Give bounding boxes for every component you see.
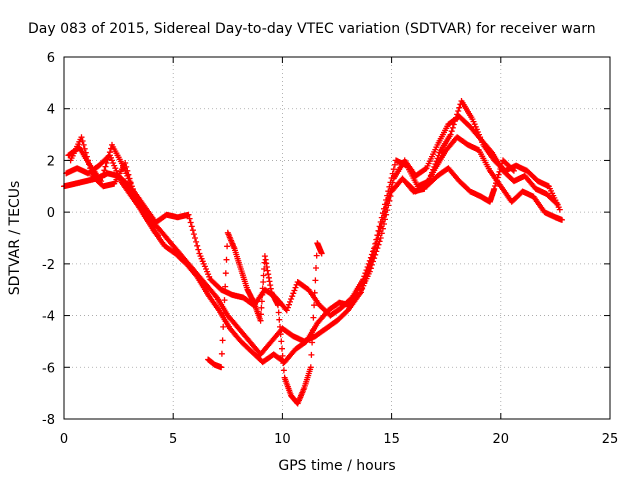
series-track-a bbox=[61, 134, 565, 358]
scatter-markers bbox=[61, 134, 565, 358]
y-tick-label: -6 bbox=[42, 361, 55, 376]
data-points bbox=[61, 98, 565, 407]
x-tick-label: 20 bbox=[493, 432, 510, 447]
x-tick-label: 10 bbox=[274, 432, 291, 447]
y-tick-label: 0 bbox=[47, 206, 55, 221]
x-tick-label: 0 bbox=[60, 432, 68, 447]
axis-ticks: 0 5 10 15 20 25 -8 -6 -4 -2 0 2 4 6 bbox=[42, 51, 618, 447]
y-tick-label: -4 bbox=[42, 310, 55, 325]
y-tick-label: 4 bbox=[47, 103, 55, 118]
series-track-d bbox=[67, 134, 325, 407]
x-tick-label: 5 bbox=[169, 432, 177, 447]
scatter-markers bbox=[67, 134, 325, 407]
x-axis-label: GPS time / hours bbox=[278, 458, 395, 474]
y-tick-label: -8 bbox=[42, 413, 55, 428]
scatter-markers bbox=[401, 157, 517, 205]
x-tick-label: 25 bbox=[602, 432, 619, 447]
y-tick-label: -2 bbox=[42, 258, 55, 273]
y-axis-label: SDTVAR / TECUs bbox=[7, 181, 23, 296]
chart-title: Day 083 of 2015, Sidereal Day-to-day VTE… bbox=[28, 21, 596, 37]
grid-lines bbox=[64, 57, 610, 419]
y-tick-label: 6 bbox=[47, 51, 55, 66]
x-tick-label: 15 bbox=[383, 432, 400, 447]
plot-frame bbox=[63, 56, 611, 420]
y-tick-label: 2 bbox=[47, 154, 55, 169]
series-track-e bbox=[401, 157, 517, 205]
